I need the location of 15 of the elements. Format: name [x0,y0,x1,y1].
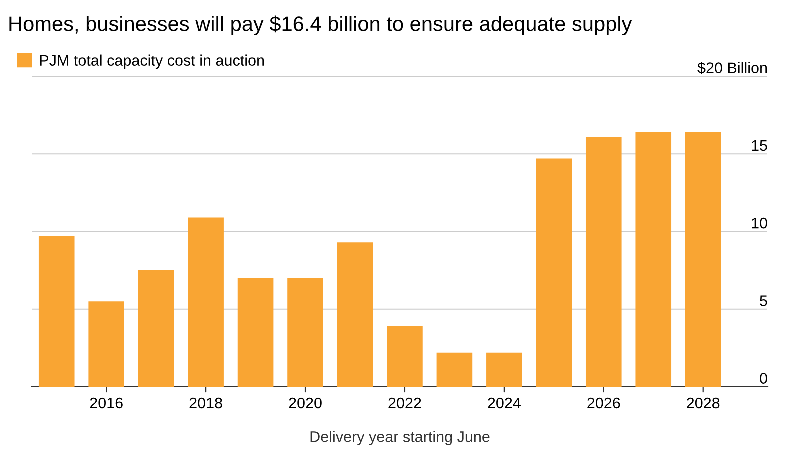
y-tick-label: 10 [752,218,768,229]
x-axis-title: Delivery year starting June [310,431,490,446]
y-tick-label: 0 [760,373,768,384]
y-tick-label: 5 [760,296,768,306]
legend-label: PJM total capacity cost in auction [40,54,264,70]
chart-title: Homes, businesses will pay $16.4 billion to ensure adequate supply [10,16,632,36]
x-tick-label: 2022 [388,398,422,409]
y-tick-label: $20 Billion [698,62,768,74]
x-tick-label: 2028 [687,398,720,409]
x-tick-label: 2016 [90,398,123,409]
x-tick-label: 2024 [488,398,521,409]
x-tick-label: 2026 [588,398,620,409]
y-tick-label: 15 [752,140,768,152]
x-tick-label: 2020 [289,398,322,409]
x-tick-label: 2018 [190,398,222,409]
